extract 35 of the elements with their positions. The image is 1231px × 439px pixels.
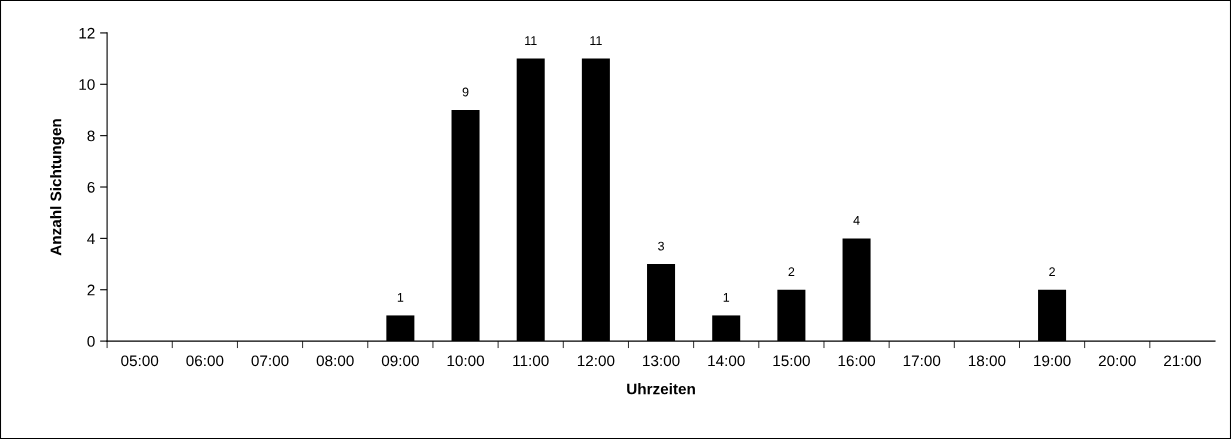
data-label: 2 [1049, 267, 1055, 277]
y-tick-label: 0 [87, 335, 95, 347]
x-tick-label: 17:00 [903, 355, 941, 367]
x-tick-label: 10:00 [447, 355, 485, 367]
x-axis-title: Uhrzeiten [627, 383, 695, 395]
x-tick-label: 18:00 [968, 355, 1006, 367]
data-label: 4 [853, 216, 860, 225]
x-tick-label: 15:00 [773, 355, 810, 367]
x-tick-label: 09:00 [381, 355, 419, 367]
x-tick-label: 13:00 [643, 355, 680, 367]
data-label: 1 [723, 293, 730, 302]
x-tick-label: 12:00 [577, 355, 615, 367]
data-label: 11 [525, 36, 537, 45]
y-tick-label: 6 [87, 181, 95, 193]
y-tick-label: 10 [79, 79, 95, 90]
data-label: 1 [397, 293, 404, 302]
x-tick-label: 08:00 [316, 355, 354, 367]
x-tick-label: 07:00 [251, 355, 289, 367]
x-tick-label: 21:00 [1164, 355, 1201, 367]
y-tick-label: 4 [87, 233, 95, 244]
data-label: 9 [462, 87, 469, 97]
x-tick-label: 20:00 [1098, 355, 1136, 367]
y-tick-label: 12 [79, 27, 95, 39]
x-tick-label: 11:00 [513, 355, 549, 367]
y-tick-label: 8 [87, 130, 95, 142]
data-label: 2 [788, 267, 795, 277]
data-label: 11 [590, 36, 602, 45]
y-tick-label: 2 [87, 284, 95, 296]
x-tick-label: 19:00 [1034, 355, 1071, 367]
x-tick-label: 14:00 [708, 355, 745, 367]
x-tick-label: 06:00 [186, 355, 224, 367]
y-axis-title: Anzahl Sichtungen [50, 119, 65, 256]
x-tick-label: 16:00 [838, 355, 876, 367]
x-tick-label: 05:00 [121, 355, 159, 367]
data-label: 3 [658, 241, 664, 251]
